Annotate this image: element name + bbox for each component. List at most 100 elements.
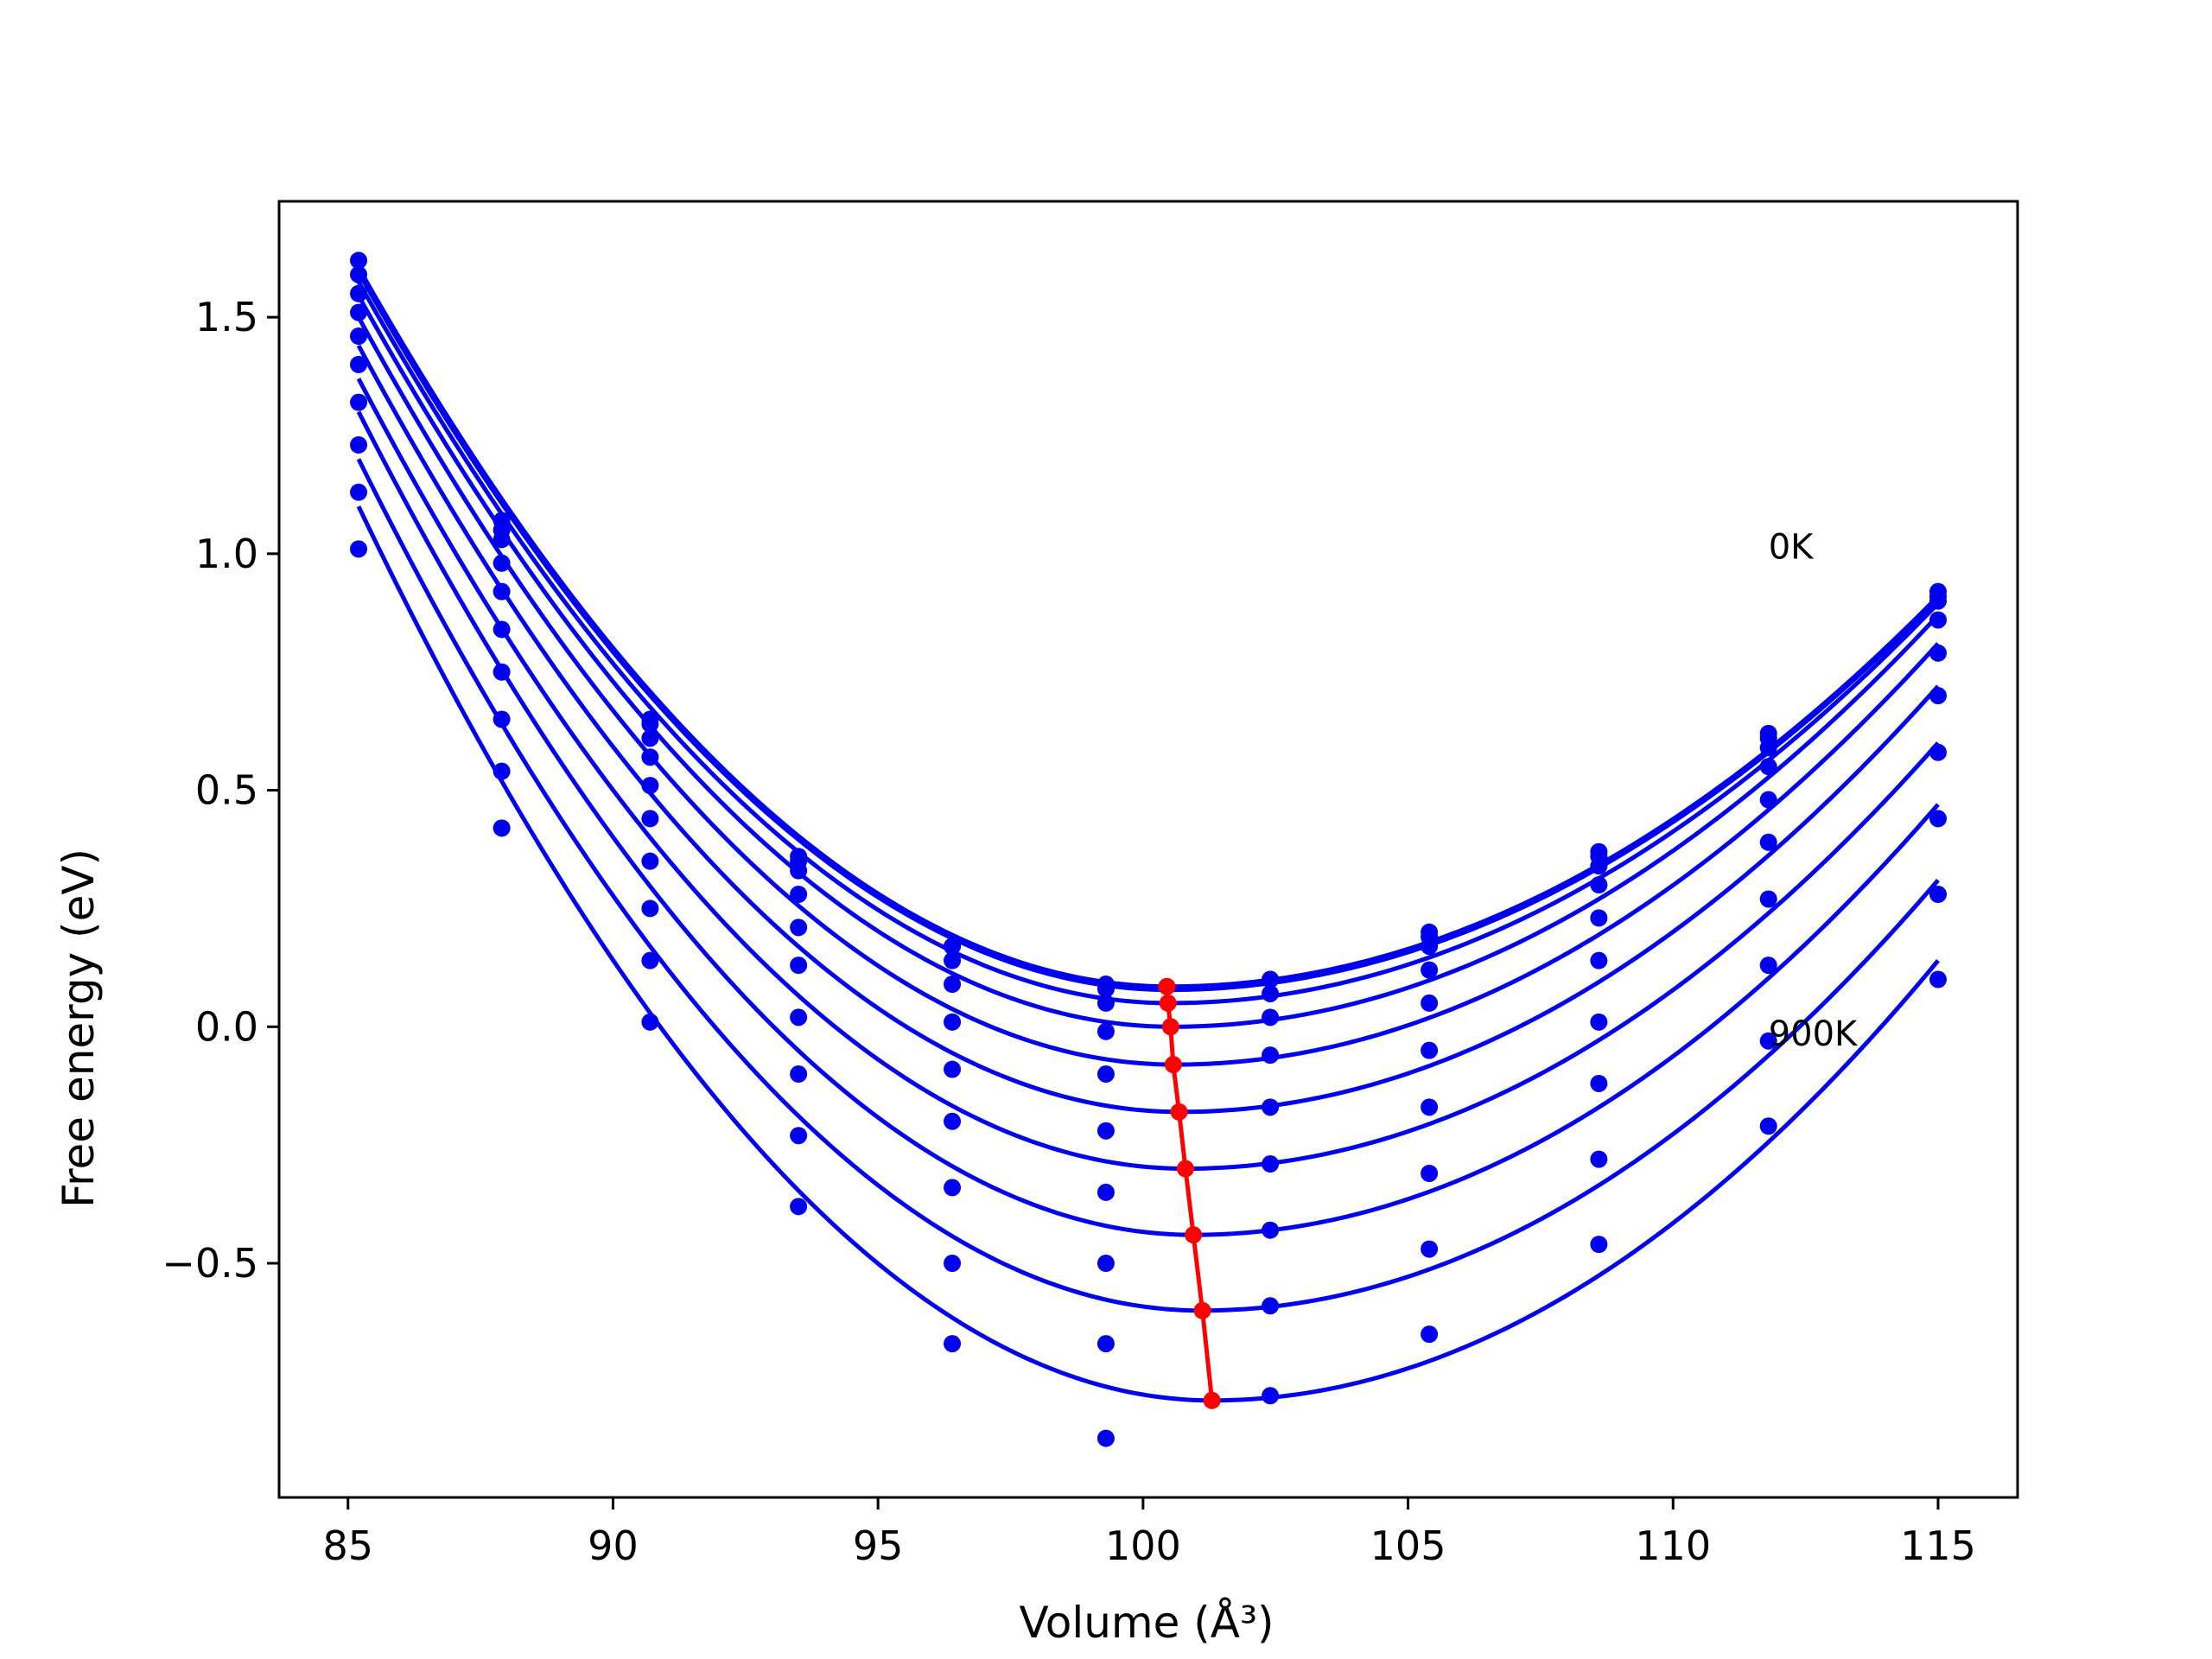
data-point-s1-2 [641, 715, 659, 733]
x-tick-label-6: 115 [1900, 1522, 1976, 1569]
minima-point-7 [1193, 1301, 1211, 1319]
fit-curve-5 [356, 344, 1940, 1115]
data-point-s3-10 [1929, 611, 1947, 629]
fit-curve-7 [356, 410, 1940, 1237]
x-tick-label-3: 100 [1105, 1522, 1181, 1569]
fit-curve-9 [356, 505, 1940, 1403]
axes: 85 90 95 100 105 110 115 −0.5 0.0 0.5 1.0 1.5 0K 900K [162, 200, 2019, 1569]
fit-curve-6 [356, 378, 1940, 1172]
annotation-0: 0K [1769, 527, 1815, 567]
fit-curve-4 [356, 315, 1940, 1067]
plot-content [350, 251, 1947, 1447]
annotation-1: 900K [1769, 1014, 1859, 1054]
minima-point-8 [1203, 1391, 1221, 1409]
data-point-s1-6 [1262, 970, 1280, 988]
data-point-s8-8 [1590, 1150, 1608, 1168]
data-point-s9-2 [641, 1013, 659, 1031]
fit-curve-0 [356, 266, 1940, 989]
data-point-s5-9 [1759, 833, 1777, 851]
data-point-s6-0 [350, 393, 368, 411]
data-point-s3-1 [493, 554, 511, 572]
y-tick-label-4: 1.5 [195, 294, 258, 340]
y-tick-label-1: 0.0 [195, 1003, 258, 1050]
data-point-s6-9 [1759, 890, 1777, 908]
plot-frame [277, 200, 2019, 1499]
data-point-s4-5 [1096, 1065, 1115, 1084]
data-point-s9-1 [493, 819, 511, 837]
data-point-s4-0 [350, 327, 368, 346]
data-point-s5-8 [1590, 951, 1608, 969]
data-point-s2-7 [1421, 938, 1439, 956]
x-tick-label-5: 110 [1635, 1522, 1711, 1569]
data-point-s7-6 [1262, 1221, 1280, 1239]
data-point-s4-3 [790, 918, 808, 937]
data-point-s5-0 [350, 355, 368, 373]
data-point-s7-0 [350, 435, 368, 454]
data-point-s8-10 [1929, 886, 1947, 904]
data-point-s8-7 [1421, 1240, 1439, 1258]
data-point-s5-2 [641, 810, 659, 828]
y-tick-label-2: 0.5 [195, 767, 258, 814]
data-point-s9-7 [1421, 1325, 1439, 1344]
data-point-s1-0 [350, 265, 368, 283]
minima-point-2 [1161, 1018, 1179, 1036]
data-point-s5-10 [1929, 687, 1947, 705]
data-point-s4-7 [1421, 994, 1439, 1012]
data-point-s5-7 [1421, 1041, 1439, 1059]
data-point-s2-5 [1096, 994, 1115, 1012]
data-point-s4-1 [493, 582, 511, 601]
data-point-s2-6 [1262, 984, 1280, 1002]
minima-point-3 [1164, 1056, 1182, 1074]
data-point-s9-6 [1262, 1387, 1280, 1405]
data-point-s2-10 [1929, 592, 1947, 610]
data-point-s6-10 [1929, 743, 1947, 761]
fit-curve-2 [356, 280, 1940, 1006]
data-point-s6-6 [1262, 1155, 1280, 1173]
data-point-s4-2 [641, 777, 659, 795]
data-point-s7-5 [1096, 1255, 1115, 1273]
data-point-s4-4 [944, 1013, 962, 1031]
data-point-s2-4 [944, 951, 962, 969]
data-point-s3-8 [1590, 876, 1608, 894]
data-point-s7-3 [790, 1065, 808, 1084]
data-point-s2-1 [493, 531, 511, 549]
data-point-s8-6 [1262, 1297, 1280, 1315]
x-tick-label-1: 90 [588, 1522, 639, 1569]
data-point-s4-6 [1262, 1046, 1280, 1065]
data-point-s6-7 [1421, 1098, 1439, 1116]
data-point-s4-10 [1929, 644, 1947, 662]
x-axis-title: Volume (Å³) [1019, 1598, 1274, 1648]
minima-point-5 [1176, 1160, 1194, 1178]
data-point-s5-3 [790, 957, 808, 975]
data-point-s5-4 [944, 1060, 962, 1078]
minima-point-6 [1185, 1226, 1203, 1244]
data-point-s3-4 [944, 976, 962, 994]
y-tick-label-0: −0.5 [162, 1240, 258, 1287]
data-point-s7-1 [493, 710, 511, 728]
data-point-s3-0 [350, 303, 368, 321]
data-point-s8-1 [493, 762, 511, 780]
x-tick-label-4: 105 [1370, 1522, 1446, 1569]
data-point-s8-0 [350, 483, 368, 501]
fit-curve-1 [356, 270, 1940, 993]
data-point-s9-9 [1759, 1117, 1777, 1135]
data-point-s4-8 [1590, 909, 1608, 927]
plot-area [350, 251, 1947, 1447]
fit-curve-3 [356, 295, 1940, 1029]
data-point-s6-1 [493, 663, 511, 681]
data-point-s1-5 [1096, 980, 1115, 998]
minima-point-4 [1170, 1103, 1188, 1121]
minima-line [1164, 986, 1215, 1402]
data-point-s2-0 [350, 284, 368, 302]
data-point-s0-0 [350, 251, 368, 270]
data-point-s3-7 [1421, 961, 1439, 979]
y-tick-label-3: 1.0 [195, 531, 258, 577]
data-point-s1-4 [944, 938, 962, 956]
data-point-s6-3 [790, 1008, 808, 1027]
data-point-s6-4 [944, 1112, 962, 1130]
data-point-s6-2 [641, 852, 659, 870]
data-point-s8-3 [790, 1127, 808, 1145]
data-point-s7-8 [1590, 1074, 1608, 1092]
data-point-s8-2 [641, 951, 659, 969]
data-point-s5-5 [1096, 1122, 1115, 1140]
